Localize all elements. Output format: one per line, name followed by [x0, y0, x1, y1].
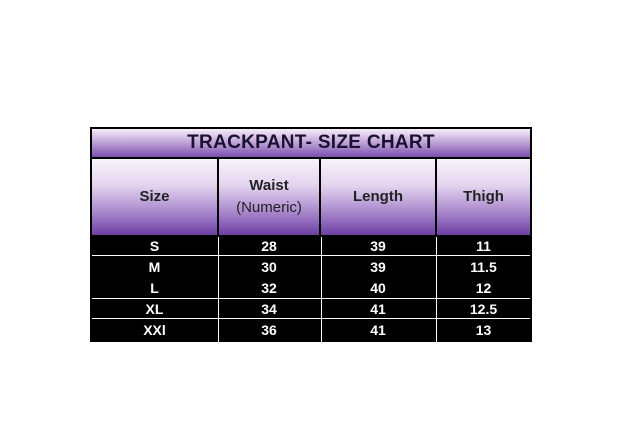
- column-divider: [436, 237, 437, 342]
- cell-thigh: 13: [475, 322, 492, 338]
- cell-waist: 30: [261, 259, 277, 275]
- header-waist-line2: (Numeric): [236, 199, 302, 216]
- cell-length: 40: [370, 280, 386, 296]
- cell-size: XXl: [143, 322, 166, 338]
- cell-thigh: 11: [476, 238, 491, 254]
- header-length: Length: [321, 159, 435, 235]
- cell-thigh: 12.5: [469, 301, 498, 317]
- header-thigh: Thigh: [437, 159, 530, 235]
- header-waist: Waist (Numeric): [219, 159, 319, 235]
- header-size: Size: [92, 159, 217, 235]
- row-divider: [92, 318, 530, 319]
- cell-size: M: [148, 259, 161, 275]
- cell-length: 41: [370, 322, 386, 338]
- cell-length: 41: [370, 301, 386, 317]
- column-divider: [321, 237, 322, 342]
- cell-thigh: 12: [475, 280, 492, 296]
- cell-thigh: 11.5: [470, 259, 497, 275]
- header-waist-line1: Waist: [249, 177, 289, 194]
- cell-length: 39: [370, 259, 386, 275]
- cell-waist: 34: [261, 301, 277, 317]
- cell-size: S: [149, 238, 160, 254]
- cell-size: L: [150, 280, 159, 296]
- cell-length: 39: [370, 238, 386, 254]
- cell-size: XL: [145, 301, 164, 317]
- row-divider: [92, 298, 530, 299]
- cell-waist: 32: [261, 280, 277, 296]
- row-divider: [92, 255, 530, 256]
- size-chart-table: TRACKPANT- SIZE CHART Size Waist (Numeri…: [90, 127, 532, 342]
- column-divider: [218, 237, 219, 342]
- cell-waist: 36: [261, 322, 277, 338]
- cell-waist: 28: [261, 238, 277, 254]
- chart-title: TRACKPANT- SIZE CHART: [92, 129, 530, 157]
